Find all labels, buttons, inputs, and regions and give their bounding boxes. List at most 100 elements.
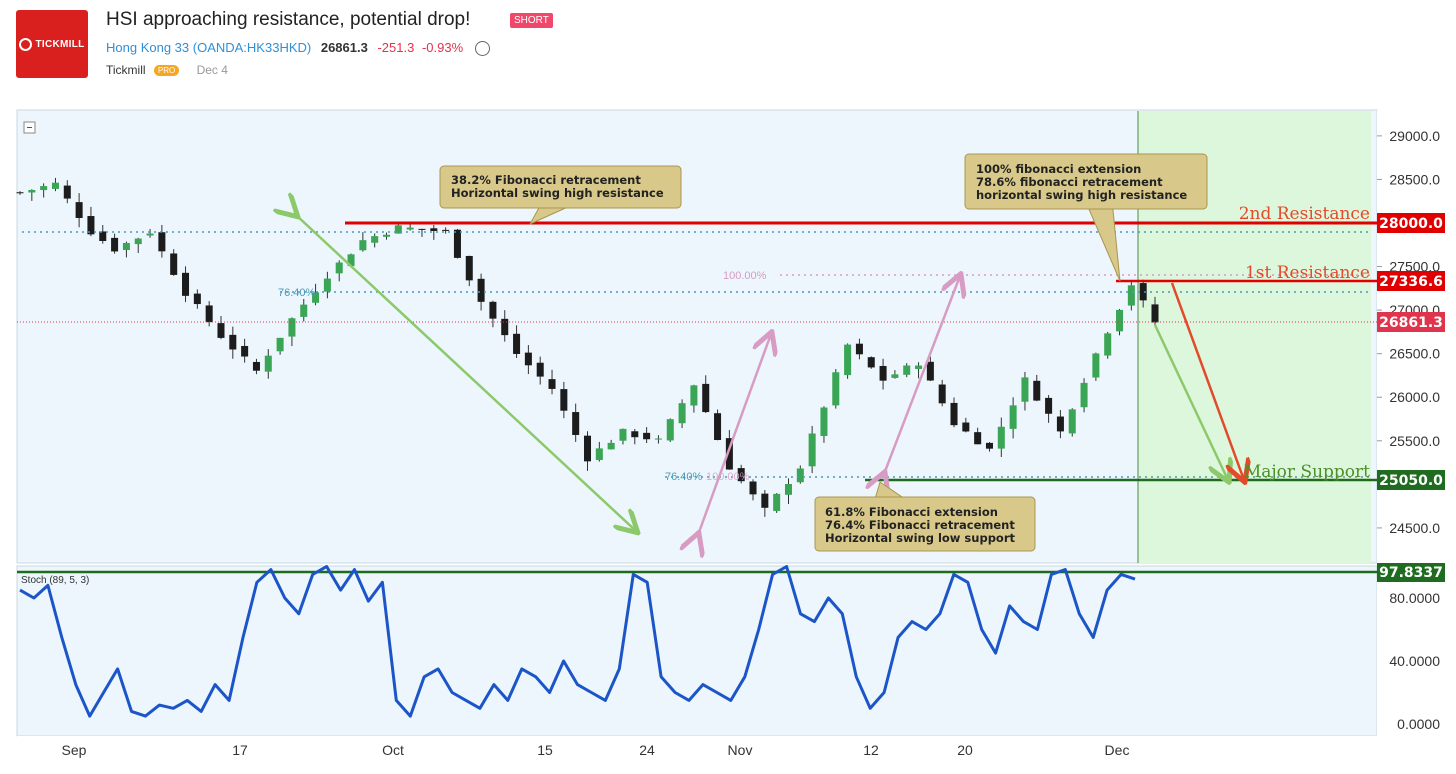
candle-body bbox=[430, 228, 438, 231]
candle-body bbox=[524, 352, 532, 366]
callout-right-line-2: 78.6% fibonacci retracement bbox=[976, 175, 1163, 189]
candle-body bbox=[28, 190, 36, 193]
tag-stoch: 97.8337 bbox=[1379, 565, 1443, 581]
candle-body bbox=[182, 272, 190, 296]
time-axis-label: 15 bbox=[537, 742, 553, 758]
price-axis-label: 25500.0 bbox=[1389, 433, 1440, 449]
stoch-axis-label: 0.0000 bbox=[1397, 716, 1440, 732]
annotation-callout-left[interactable]: 38.2% Fibonacci retracement Horizontal s… bbox=[439, 165, 682, 226]
candle-body bbox=[465, 255, 473, 281]
price-axis-label: 26500.0 bbox=[1389, 346, 1440, 362]
candle-body bbox=[974, 432, 982, 445]
author-name[interactable]: Tickmill bbox=[106, 63, 146, 77]
symbol-code[interactable]: (OANDA:HK33HKD) bbox=[192, 40, 312, 55]
candle-body bbox=[891, 374, 899, 378]
first-resistance-label: 1st Resistance bbox=[1245, 263, 1370, 283]
fib-label-100-bottom: 100.00% bbox=[706, 471, 750, 483]
candle-body bbox=[87, 216, 95, 235]
time-axis-label: 20 bbox=[957, 742, 973, 758]
price-axis-label: 29000.0 bbox=[1389, 128, 1440, 144]
annotation-callout-bottom[interactable]: 61.8% Fibonacci extension 76.4% Fibonacc… bbox=[814, 481, 1036, 552]
pro-badge: PRO bbox=[153, 65, 180, 77]
annotation-callout-right[interactable]: 100% fibonacci extension 78.6% fibonacci… bbox=[964, 153, 1208, 282]
candle-body bbox=[631, 431, 639, 438]
price-axis-label: 24500.0 bbox=[1389, 520, 1440, 536]
candle-body bbox=[784, 484, 792, 495]
candle-body bbox=[773, 493, 781, 511]
candle-body bbox=[16, 192, 24, 194]
candle-body bbox=[548, 379, 556, 389]
candle-body bbox=[749, 481, 757, 495]
time-axis-label: 24 bbox=[639, 742, 655, 758]
candle-body bbox=[1056, 416, 1064, 432]
candle-body bbox=[915, 365, 923, 369]
candle-body bbox=[513, 333, 521, 354]
price-axis-label: 28500.0 bbox=[1389, 171, 1440, 187]
callout-right-line-3: horizontal swing high resistance bbox=[976, 188, 1187, 202]
candle-body bbox=[1104, 333, 1112, 356]
time-axis: Sep 17 Oct 15 24 Nov 12 20 Dec bbox=[62, 742, 1130, 758]
candle-body bbox=[903, 365, 911, 375]
candle-body bbox=[997, 426, 1005, 449]
candle-body bbox=[950, 402, 958, 426]
candle-body bbox=[1021, 377, 1029, 402]
candle-body bbox=[1080, 382, 1088, 408]
candle-body bbox=[879, 365, 887, 381]
candle-body bbox=[536, 362, 544, 377]
candle-body bbox=[40, 186, 48, 191]
tickmill-logo[interactable]: TICKMILL bbox=[16, 10, 88, 78]
candle-body bbox=[371, 236, 379, 243]
candle-body bbox=[643, 432, 651, 440]
stoch-axis-label: 40.0000 bbox=[1389, 653, 1440, 669]
candle-body bbox=[714, 413, 722, 441]
time-axis-label: 12 bbox=[863, 742, 879, 758]
candle-body bbox=[288, 318, 296, 337]
price-axis-label: 26000.0 bbox=[1389, 389, 1440, 405]
callout-right-box bbox=[964, 153, 1208, 210]
price-axis-bg bbox=[1377, 110, 1447, 736]
publish-date: Dec 4 bbox=[196, 63, 228, 77]
candle-body bbox=[1092, 353, 1100, 378]
candle-body bbox=[241, 345, 249, 357]
candle-body bbox=[418, 228, 426, 230]
candle-body bbox=[170, 253, 178, 275]
tag-support-bg bbox=[1377, 470, 1445, 490]
pink-arrow-up-right bbox=[884, 276, 960, 474]
stoch-label[interactable]: Stoch (89, 5, 3) bbox=[21, 575, 89, 586]
candle-body bbox=[276, 337, 284, 352]
candle-body bbox=[1068, 409, 1076, 434]
candle-body bbox=[796, 468, 804, 483]
candle-body bbox=[323, 278, 331, 292]
candle-body bbox=[383, 234, 391, 237]
symbol-price: 26861.3 bbox=[320, 40, 368, 55]
candle-body bbox=[252, 361, 260, 371]
candle-body bbox=[111, 237, 119, 252]
candle-body bbox=[264, 355, 272, 372]
major-support-label: Major Support bbox=[1244, 462, 1370, 482]
candle-body bbox=[832, 372, 840, 406]
stoch-panel bbox=[16, 565, 1378, 737]
candle-body bbox=[926, 361, 934, 381]
candle-body bbox=[300, 304, 308, 317]
candle-body bbox=[406, 227, 414, 230]
candle-body bbox=[1139, 283, 1147, 301]
candle-body bbox=[146, 233, 154, 236]
tag-support: 25050.0 bbox=[1379, 473, 1443, 489]
candle-body bbox=[193, 293, 201, 305]
time-axis-label: Nov bbox=[728, 742, 753, 758]
candle-body bbox=[134, 238, 142, 245]
author-line: Tickmill PRO Dec 4 bbox=[106, 63, 228, 77]
alarm-clock-icon[interactable] bbox=[474, 41, 490, 57]
tag-r1: 27336.6 bbox=[1379, 274, 1443, 290]
candle-body bbox=[205, 305, 213, 323]
candle-body bbox=[678, 403, 686, 424]
time-axis-label: 17 bbox=[232, 742, 248, 758]
red-arrow-forecast bbox=[1170, 282, 1244, 480]
candle-body bbox=[690, 385, 698, 406]
symbol-name[interactable]: Hong Kong 33 bbox=[106, 40, 190, 55]
candle-body bbox=[583, 435, 592, 462]
candle-body bbox=[75, 202, 83, 218]
candle-body bbox=[962, 422, 970, 432]
callout-left-line-2: Horizontal swing high resistance bbox=[451, 186, 664, 200]
